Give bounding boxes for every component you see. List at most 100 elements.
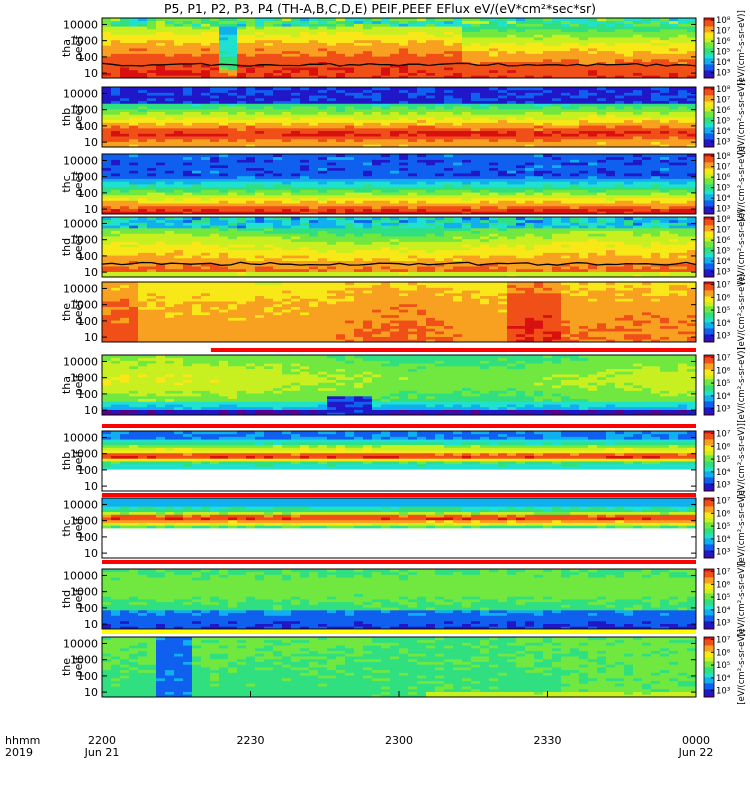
heatmap-cell [219,45,229,49]
heatmap-cell [354,181,364,185]
heatmap-cell [489,64,499,68]
heatmap-cell [660,194,670,199]
heatmap-cell [516,186,526,190]
heatmap-cell [624,208,634,212]
heatmap-cell [435,211,445,215]
heatmap-cell [597,194,607,199]
heatmap-cell [345,156,355,160]
colorbar-segment [704,121,714,124]
heatmap-cell [300,92,310,96]
heatmap-cell [228,127,238,132]
heatmap-cell [453,67,463,71]
heatmap-cell [516,159,526,163]
heatmap-cell [633,97,643,102]
heatmap-cell [147,217,157,221]
heatmap-cell [129,39,139,43]
heatmap-cell [174,227,184,232]
heatmap-cell [678,18,688,22]
colorbar-segment [704,162,714,165]
heatmap-cell [516,100,526,104]
heatmap-cell [489,189,499,193]
heatmap-cell [363,200,373,204]
colorbar-segment [704,190,714,193]
heatmap-cell [264,119,274,123]
heatmap-cell [354,130,364,134]
heatmap-cell [489,53,499,57]
heatmap-cell [120,197,130,201]
heatmap-cell [111,26,121,30]
heatmap-cell [336,48,346,52]
heatmap-cell [687,31,697,35]
heatmap-cell [453,162,463,166]
heatmap-cell [156,271,166,275]
heatmap-cell [480,69,490,73]
heatmap-cell [606,117,616,121]
heatmap-cell [561,167,571,171]
heatmap-cell [669,100,679,104]
heatmap-cell [309,64,319,68]
heatmap-cell [426,58,436,63]
heatmap-cell [129,266,139,270]
heatmap-cell [552,162,562,166]
heatmap-cell [489,20,499,24]
heatmap-cell [210,67,220,71]
heatmap-cell [336,175,346,179]
heatmap-cell [237,89,247,93]
heatmap-cell [651,173,661,177]
heatmap-cell [345,89,355,93]
heatmap-cell [183,20,193,24]
heatmap-cell [372,173,382,177]
heatmap-cell [453,189,463,193]
heatmap-cell [273,271,283,275]
heatmap-cell [597,42,607,46]
heatmap-cell [174,230,184,234]
heatmap-cell [381,133,391,137]
heatmap-cell [255,219,265,223]
chart-title: P5, P1, P2, P3, P4 (TH-A,B,C,D,E) PEIF,P… [164,1,596,16]
heatmap-cell [255,205,265,209]
heatmap-cell [543,103,553,107]
heatmap-cell [615,178,625,182]
heatmap-cell [660,203,670,207]
heatmap-cell [129,50,139,54]
heatmap-cell [498,127,508,132]
heatmap-cell [453,37,463,41]
heatmap-cell [534,92,544,96]
heatmap-cell [561,53,571,57]
heatmap-cell [516,28,526,33]
heatmap-cell [651,69,661,73]
heatmap-cell [525,95,535,99]
heatmap-cell [120,178,130,182]
heatmap-cell [660,34,670,38]
heatmap-cell [138,125,148,129]
heatmap-cell [201,133,211,137]
heatmap-cell [228,138,238,142]
heatmap-cell [381,103,391,107]
heatmap-cell [426,20,436,24]
heatmap-cell [489,203,499,207]
heatmap-cell [309,28,319,33]
heatmap-cell [579,200,589,204]
heatmap-cell [471,72,481,76]
heatmap-cell [606,211,616,215]
heatmap-cell [345,18,355,22]
heatmap-cell [192,58,202,63]
heatmap-cell [381,58,391,63]
heatmap-cell [471,95,481,99]
heatmap-cell [336,133,346,137]
heatmap-cell [480,48,490,52]
heatmap-cell [192,263,202,267]
heatmap-cell [273,34,283,38]
heatmap-cell [579,203,589,207]
heatmap-cell [399,156,409,160]
heatmap-cell [183,125,193,129]
heatmap-cell [291,138,301,142]
heatmap-cell [561,95,571,99]
heatmap-cell [156,274,166,278]
heatmap-cell [435,72,445,76]
heatmap-cell [390,141,400,145]
heatmap-cell [174,26,184,30]
heatmap-cell [453,97,463,102]
heatmap-cell [174,252,184,256]
heatmap-cell [237,100,247,104]
